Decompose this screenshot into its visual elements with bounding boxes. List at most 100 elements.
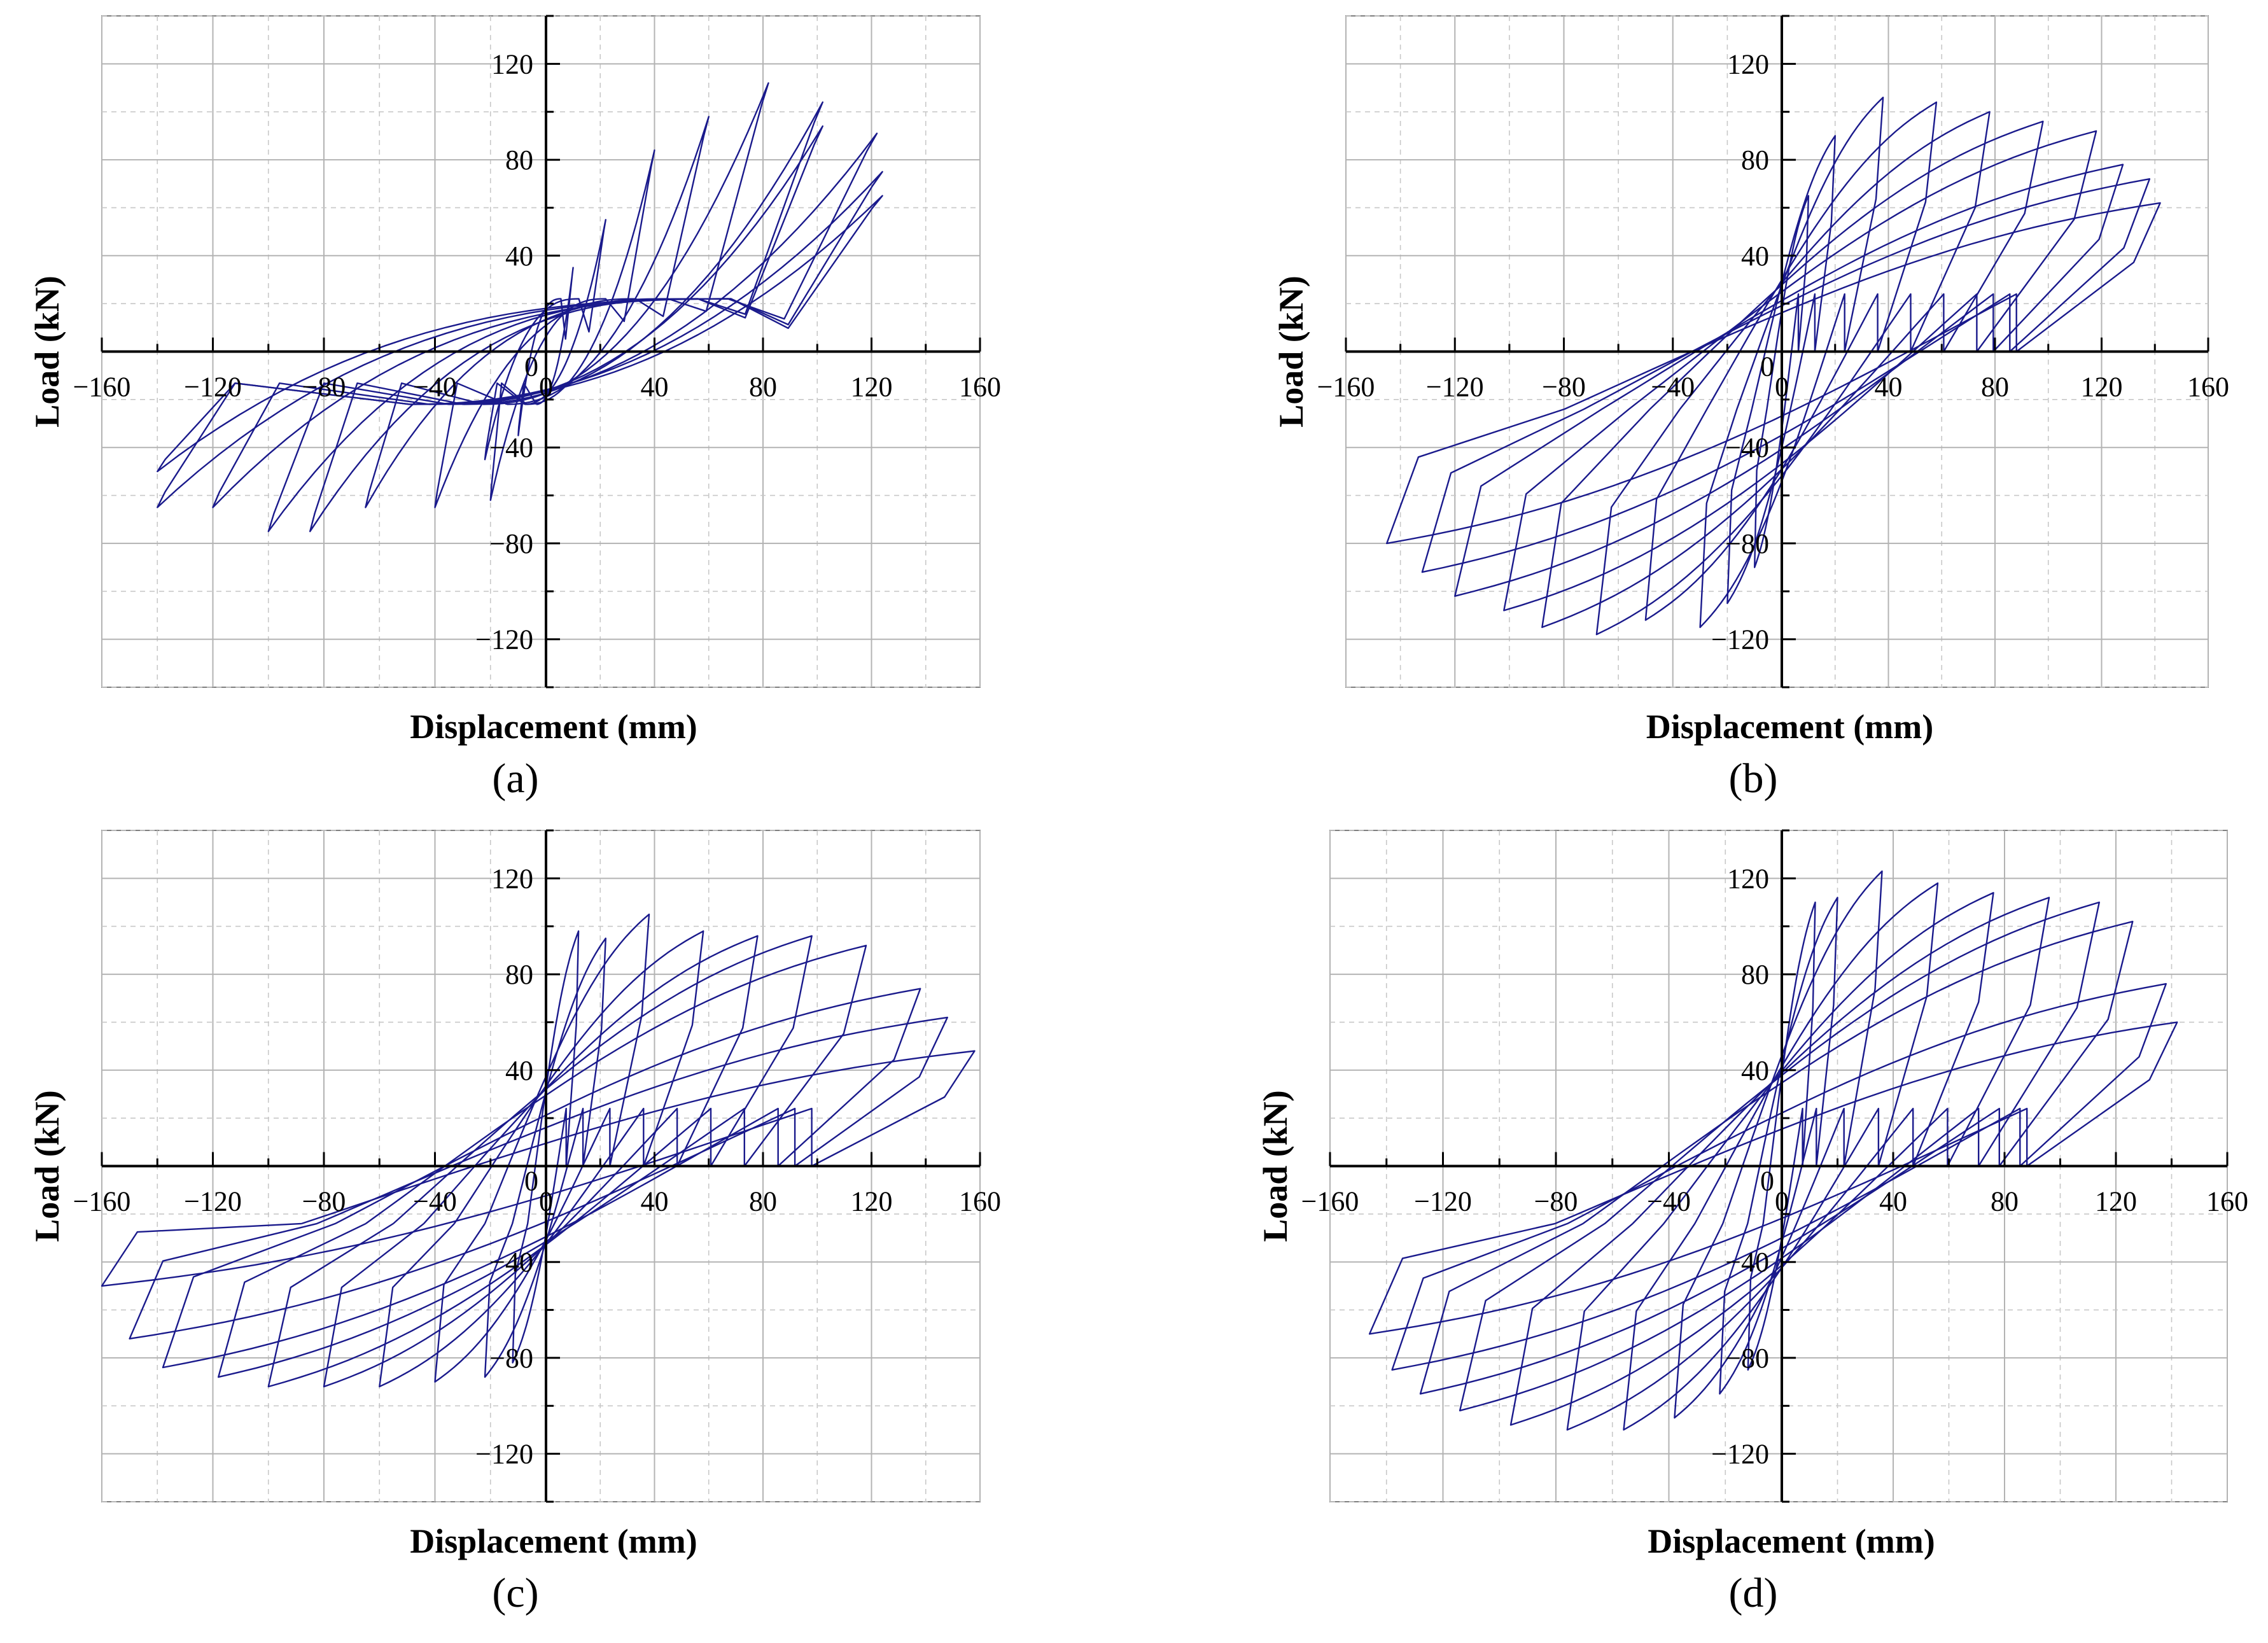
- chart-panel-b: −160 −120 −80 −40 0 40 80 120 160−120−80−4004080…: [1272, 15, 2229, 802]
- x-tick-label: −80: [302, 1186, 346, 1217]
- x-tick-label: 80: [749, 372, 777, 403]
- hysteresis-loop-10: [157, 195, 883, 473]
- x-tick-label: −160: [73, 372, 131, 403]
- y-tick-label: 120: [491, 863, 533, 894]
- x-tick-label: 160: [959, 372, 1001, 403]
- chart-panel-a: −160 −120 −80 −40 0 40 80 120 160−120−80−4004080…: [28, 15, 1001, 802]
- x-axis-title: Displacement (mm): [1646, 708, 1933, 746]
- hysteresis-loop-4: [1623, 882, 1939, 1431]
- x-tick-label: −80: [1542, 372, 1586, 403]
- panel-caption: (d): [1729, 1570, 1778, 1616]
- y-tick-label: 80: [1741, 144, 1769, 176]
- x-tick-label: 80: [1981, 372, 2009, 403]
- hysteresis-loop-3: [1699, 96, 1884, 628]
- tick-labels: −160 −120 −80 −40 0 40 80 120 160−120−80−4004080…: [73, 48, 1001, 655]
- x-tick-label: −80: [302, 372, 346, 403]
- panel-caption: (a): [492, 755, 538, 802]
- x-tick-label: −40: [413, 372, 457, 403]
- hysteresis-loop-2: [484, 219, 606, 461]
- y-tick-label: −40: [1725, 432, 1769, 463]
- y-tick-label: 0: [524, 1166, 538, 1197]
- x-tick-label: 80: [749, 1186, 777, 1217]
- y-tick-label: 120: [491, 48, 533, 80]
- x-tick-label: −40: [1651, 372, 1695, 403]
- x-tick-label: 40: [1879, 1186, 1907, 1217]
- x-tick-label: −120: [184, 1186, 242, 1217]
- y-tick-label: −120: [475, 624, 533, 655]
- y-tick-label: 40: [1741, 241, 1769, 272]
- y-tick-label: 120: [1727, 48, 1769, 80]
- hysteresis-loop-7: [218, 944, 867, 1378]
- hysteresis-series: [1368, 870, 2178, 1431]
- x-tick-label: 120: [2081, 372, 2123, 403]
- x-tick-label: −80: [1534, 1186, 1578, 1217]
- panel-caption: (b): [1729, 755, 1778, 802]
- y-tick-label: −40: [489, 432, 533, 463]
- x-tick-label: −40: [413, 1186, 457, 1217]
- tick-labels: −160 −120 −80 −40 0 40 80 120 160−120−80−4004080…: [1301, 863, 2248, 1469]
- y-tick-label: 40: [505, 241, 533, 272]
- x-tick-label: −120: [184, 372, 242, 403]
- hysteresis-loop-9: [1421, 178, 2151, 573]
- hysteresis-loop-6: [1541, 120, 2044, 628]
- y-tick-label: −40: [1725, 1247, 1769, 1278]
- hysteresis-loop-7: [1503, 130, 2097, 612]
- x-tick-label: 0: [539, 1186, 553, 1217]
- x-axis-title: Displacement (mm): [410, 1522, 697, 1560]
- y-tick-label: −80: [1725, 1343, 1769, 1374]
- y-tick-label: −80: [489, 528, 533, 559]
- y-tick-label: 80: [505, 959, 533, 990]
- y-tick-label: 0: [524, 351, 538, 382]
- y-axis-title: Load (kN): [1272, 276, 1310, 428]
- x-tick-label: 0: [1775, 1186, 1789, 1217]
- x-tick-label: −160: [1317, 372, 1375, 403]
- x-tick-label: 120: [2095, 1186, 2137, 1217]
- x-axis-title: Displacement (mm): [410, 708, 697, 746]
- y-tick-label: 80: [505, 144, 533, 176]
- x-tick-label: 0: [539, 372, 553, 403]
- y-tick-label: 120: [1727, 863, 1769, 894]
- hysteresis-loop-7: [1459, 901, 2100, 1411]
- hysteresis-series: [101, 913, 976, 1388]
- y-tick-label: 40: [505, 1055, 533, 1086]
- y-tick-label: −120: [475, 1439, 533, 1470]
- y-tick-label: 0: [1760, 351, 1774, 382]
- hysteresis-loop-9: [1391, 982, 2167, 1371]
- y-tick-label: −80: [1725, 528, 1769, 559]
- x-tick-label: 0: [1775, 372, 1789, 403]
- y-tick-label: −120: [1711, 1439, 1769, 1470]
- x-tick-label: −160: [1301, 1186, 1359, 1217]
- tick-labels: −160 −120 −80 −40 0 40 80 120 160−120−80−4004080…: [1317, 48, 2229, 655]
- y-axis-title: Load (kN): [1256, 1090, 1294, 1242]
- x-tick-label: 80: [1991, 1186, 2019, 1217]
- y-tick-label: −40: [489, 1247, 533, 1278]
- x-tick-label: 160: [2206, 1186, 2248, 1217]
- x-tick-label: 120: [851, 1186, 893, 1217]
- hysteresis-loop-8: [162, 988, 921, 1369]
- hysteresis-loop-5: [1595, 111, 1991, 636]
- chart-panel-c: −160 −120 −80 −40 0 40 80 120 160−120−80−4004080…: [28, 829, 1001, 1616]
- y-tick-label: −120: [1711, 624, 1769, 655]
- hysteresis-loop-8: [1419, 921, 2134, 1395]
- hysteresis-loop-10: [101, 1050, 976, 1287]
- x-tick-label: 120: [851, 372, 893, 403]
- y-tick-label: 40: [1741, 1055, 1769, 1086]
- x-tick-label: −120: [1414, 1186, 1472, 1217]
- chart-panel-d: −160 −120 −80 −40 0 40 80 120 160−120−80−4004080…: [1256, 829, 2248, 1616]
- x-axis-title: Displacement (mm): [1648, 1522, 1935, 1560]
- hysteresis-loop-6: [267, 935, 813, 1388]
- y-tick-label: 80: [1741, 959, 1769, 990]
- panel-caption: (c): [492, 1570, 538, 1616]
- hysteresis-loop-3: [489, 149, 655, 501]
- hysteresis-series: [1386, 96, 2161, 636]
- hysteresis-loop-3: [1674, 870, 1883, 1419]
- hysteresis-loop-4: [1644, 101, 1938, 621]
- tick-labels: −160 −120 −80 −40 0 40 80 120 160−120−80−4004080…: [73, 863, 1001, 1469]
- x-tick-label: 40: [641, 1186, 669, 1217]
- y-tick-label: −80: [489, 1343, 533, 1374]
- y-axis-title: Load (kN): [28, 276, 66, 428]
- x-tick-label: 160: [2187, 372, 2229, 403]
- hysteresis-series: [157, 82, 883, 533]
- x-tick-label: −40: [1647, 1186, 1691, 1217]
